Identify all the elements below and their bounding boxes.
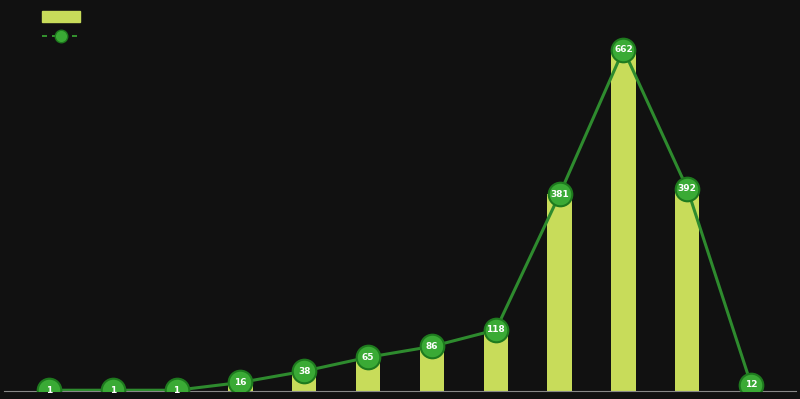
Text: 1: 1 — [46, 386, 52, 395]
Text: 16: 16 — [234, 378, 246, 387]
Bar — [356, 357, 380, 391]
Text: 381: 381 — [550, 190, 569, 199]
Bar — [101, 390, 125, 391]
Bar — [420, 346, 444, 391]
Bar — [611, 49, 635, 391]
Bar — [675, 189, 699, 391]
Bar — [292, 371, 316, 391]
Bar — [37, 390, 61, 391]
Bar — [484, 330, 508, 391]
Text: 392: 392 — [678, 184, 697, 193]
Bar — [228, 383, 253, 391]
Legend: , : , — [42, 10, 90, 44]
Text: 65: 65 — [362, 353, 374, 362]
Text: 86: 86 — [426, 342, 438, 351]
Text: 118: 118 — [486, 326, 505, 334]
Text: 12: 12 — [745, 380, 758, 389]
Text: 38: 38 — [298, 367, 310, 375]
Text: 662: 662 — [614, 45, 633, 54]
Bar — [547, 194, 572, 391]
Bar — [165, 390, 189, 391]
Text: 1: 1 — [110, 386, 116, 395]
Text: 1: 1 — [174, 386, 180, 395]
